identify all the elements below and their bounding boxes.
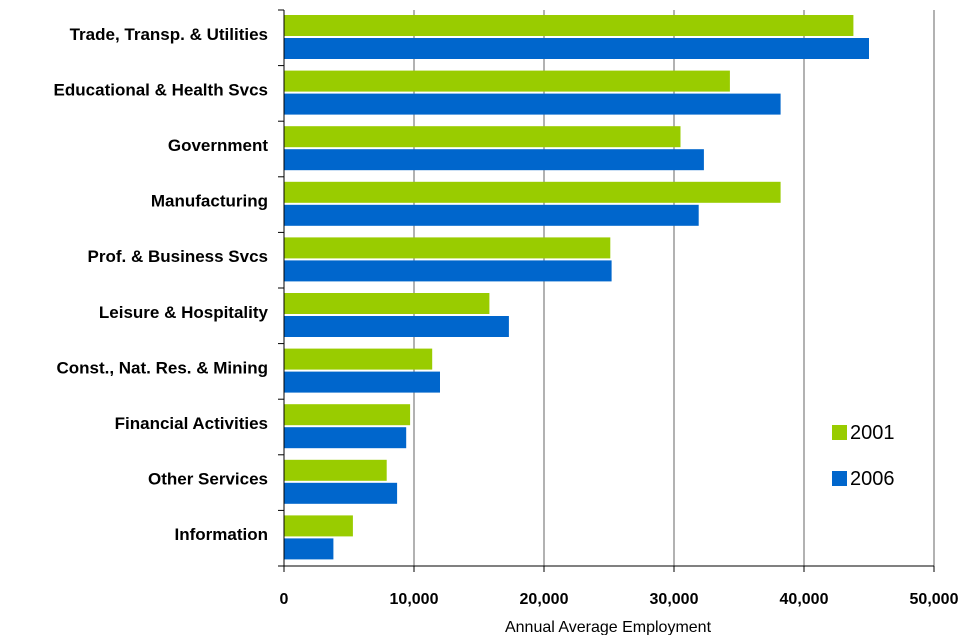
x-tick-label: 0: [280, 591, 289, 608]
bar-2001: [284, 15, 854, 36]
x-axis-title: Annual Average Employment: [505, 619, 712, 635]
bar-2001: [284, 515, 353, 537]
legend-swatch-2001: [832, 425, 847, 440]
category-label: Trade, Transp. & Utilities: [70, 25, 268, 44]
bar-2001: [284, 348, 433, 370]
category-label: Other Services: [148, 470, 268, 489]
category-label: Prof. & Business Svcs: [88, 247, 268, 266]
bar-2001: [284, 70, 730, 92]
bar-2006: [284, 204, 699, 226]
bar-2006: [284, 538, 334, 560]
bar-2006: [284, 482, 398, 504]
bar-2001: [284, 237, 611, 259]
bar-2006: [284, 149, 704, 171]
x-tick-label: 50,000: [910, 591, 959, 608]
bar-2001: [284, 181, 781, 203]
legend-swatch-2006: [832, 471, 847, 486]
bar-2006: [284, 316, 509, 337]
category-label: Financial Activities: [115, 414, 268, 433]
bars: [284, 15, 869, 560]
legend: 2001 2006: [832, 422, 895, 490]
category-label: Government: [168, 136, 268, 155]
bar-2006: [284, 371, 440, 393]
x-tick-label: 20,000: [520, 591, 569, 608]
category-label: Educational & Health Svcs: [54, 80, 268, 99]
category-label: Manufacturing: [151, 192, 268, 211]
category-label: Information: [175, 525, 269, 544]
bar-2001: [284, 459, 387, 481]
legend-label-2006: 2006: [850, 468, 895, 490]
category-labels: Trade, Transp. & Utilities Educational & …: [54, 25, 269, 544]
bar-2001: [284, 293, 490, 314]
bar-2001: [284, 126, 681, 148]
bar-2006: [284, 427, 407, 449]
x-tick-label: 30,000: [650, 591, 699, 608]
x-tick-label: 10,000: [390, 591, 439, 608]
bar-2006: [284, 38, 869, 59]
category-label: Leisure & Hospitality: [99, 303, 269, 322]
bar-2006: [284, 260, 612, 282]
x-tick-labels: 0 10,000 20,000 30,000 40,000 50,000: [280, 591, 959, 608]
legend-label-2001: 2001: [850, 422, 895, 444]
bar-2001: [284, 404, 411, 426]
x-tick-label: 40,000: [780, 591, 829, 608]
category-label: Const., Nat. Res. & Mining: [56, 358, 268, 377]
axes: [278, 9, 935, 572]
bar-2006: [284, 93, 781, 115]
